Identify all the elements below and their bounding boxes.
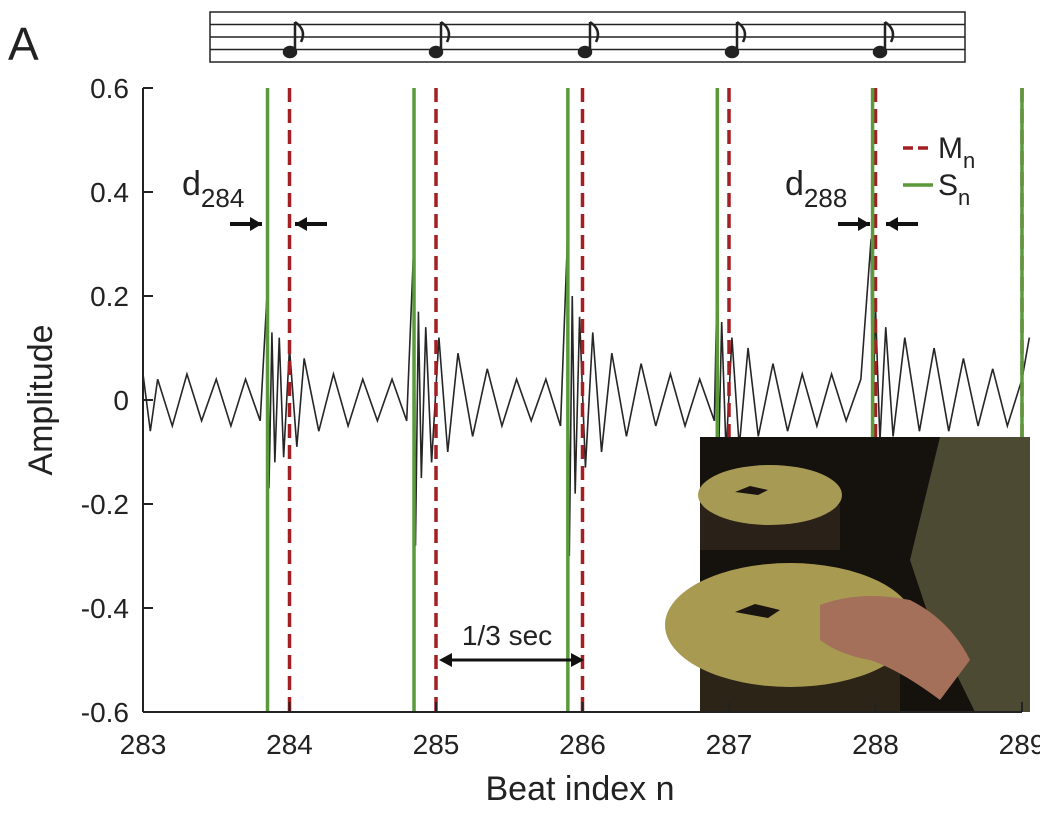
legend-subscript: n — [958, 185, 970, 210]
annotation: d288 — [785, 165, 847, 213]
x-tick-label: 287 — [706, 729, 753, 760]
inset-photo — [665, 437, 1030, 712]
panel-label: A — [8, 18, 39, 70]
y-tick-label: -0.4 — [81, 593, 129, 624]
annotation: 1/3 sec — [462, 620, 552, 651]
x-tick-label: 288 — [852, 729, 899, 760]
y-tick-label: 0.6 — [90, 73, 129, 104]
arrow-head — [439, 653, 452, 667]
arrow-head — [571, 653, 584, 667]
annotation: d284 — [182, 165, 244, 213]
arrow-head — [858, 217, 870, 231]
arrow-head — [295, 217, 307, 231]
legend-subscript: n — [963, 148, 975, 173]
legend-name: S — [938, 169, 958, 202]
x-tick-label: 284 — [266, 729, 313, 760]
y-tick-label: -0.2 — [81, 489, 129, 520]
arrow-head — [886, 217, 898, 231]
annotation-subscript: 288 — [804, 183, 847, 213]
x-axis-label: Beat index n — [485, 770, 674, 808]
legend-label: Mn — [938, 132, 975, 173]
y-tick-label: 0.4 — [90, 177, 129, 208]
x-tick-label: 283 — [120, 729, 167, 760]
notes — [282, 20, 895, 59]
y-tick-label: 0.2 — [90, 281, 129, 312]
staff — [209, 11, 966, 63]
x-tick-label: 285 — [413, 729, 460, 760]
legend-label: Sn — [938, 169, 970, 210]
annotation-text: d — [182, 165, 201, 203]
y-tick-label: -0.6 — [81, 697, 129, 728]
x-tick-label: 289 — [999, 729, 1040, 760]
legend-name: M — [938, 132, 963, 165]
x-tick-label: 286 — [559, 729, 606, 760]
annotation-subscript: 284 — [201, 183, 244, 213]
y-axis-label: Amplitude — [22, 324, 60, 475]
y-tick-label: 0 — [113, 385, 129, 416]
annotation-text: d — [785, 165, 804, 203]
arrow-head — [250, 217, 262, 231]
